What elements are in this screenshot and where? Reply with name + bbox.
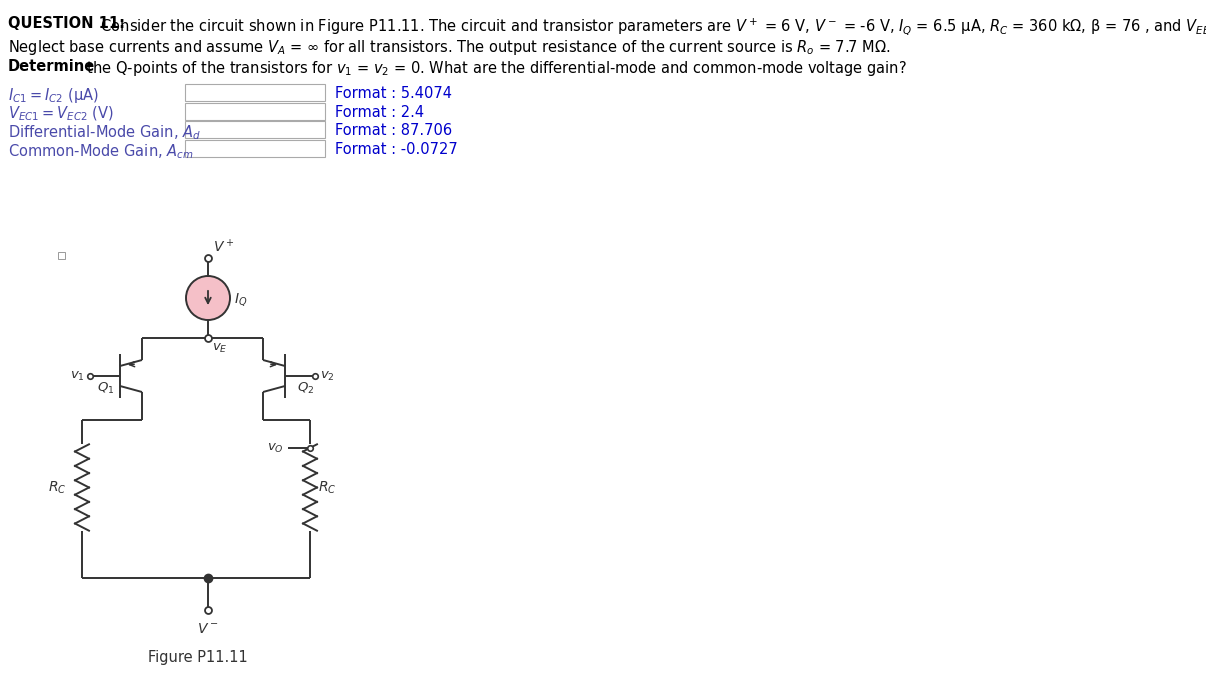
Text: Format : -0.0727: Format : -0.0727 — [335, 142, 458, 157]
Text: $v_O$: $v_O$ — [268, 442, 283, 454]
Text: Common-Mode Gain, $A_{cm}$: Common-Mode Gain, $A_{cm}$ — [8, 142, 193, 161]
Bar — [58, 252, 65, 259]
Text: Figure P11.11: Figure P11.11 — [148, 650, 248, 665]
Bar — [185, 140, 324, 157]
Text: the Q-points of the transistors for $v_1$ = $v_2$ = 0. What are the differential: the Q-points of the transistors for $v_1… — [82, 59, 907, 78]
Text: $R_C$: $R_C$ — [47, 480, 66, 496]
Text: $I_{C1} = I_{C2}$ (μA): $I_{C1} = I_{C2}$ (μA) — [8, 86, 99, 105]
Text: Format : 2.4: Format : 2.4 — [335, 105, 425, 120]
Bar — [185, 121, 324, 138]
Text: $V^+$: $V^+$ — [213, 238, 234, 255]
Text: $v_E$: $v_E$ — [212, 342, 228, 355]
Text: $V^-$: $V^-$ — [198, 622, 218, 636]
Text: $Q_2$: $Q_2$ — [297, 381, 315, 396]
Text: Determine: Determine — [8, 59, 95, 74]
Circle shape — [186, 276, 230, 320]
Bar — [185, 103, 324, 120]
Text: Consider the circuit shown in Figure P11.11. The circuit and transistor paramete: Consider the circuit shown in Figure P11… — [96, 16, 1206, 36]
Text: Format : 87.706: Format : 87.706 — [335, 123, 452, 138]
Text: Format : 5.4074: Format : 5.4074 — [335, 86, 452, 101]
Text: $v_1$: $v_1$ — [70, 370, 84, 382]
Text: $Q_1$: $Q_1$ — [98, 381, 115, 396]
Bar — [185, 84, 324, 101]
Text: Differential-Mode Gain, $A_d$: Differential-Mode Gain, $A_d$ — [8, 123, 201, 142]
Text: $R_C$: $R_C$ — [318, 480, 336, 496]
Text: Neglect base currents and assume $V_A$ = ∞ for all transistors. The output resis: Neglect base currents and assume $V_A$ =… — [8, 38, 891, 57]
Text: $v_2$: $v_2$ — [320, 370, 335, 382]
Text: $V_{EC1} = V_{EC2}$ (V): $V_{EC1} = V_{EC2}$ (V) — [8, 105, 113, 124]
Text: $I_Q$: $I_Q$ — [234, 291, 247, 308]
Text: QUESTION 11:: QUESTION 11: — [8, 16, 125, 31]
